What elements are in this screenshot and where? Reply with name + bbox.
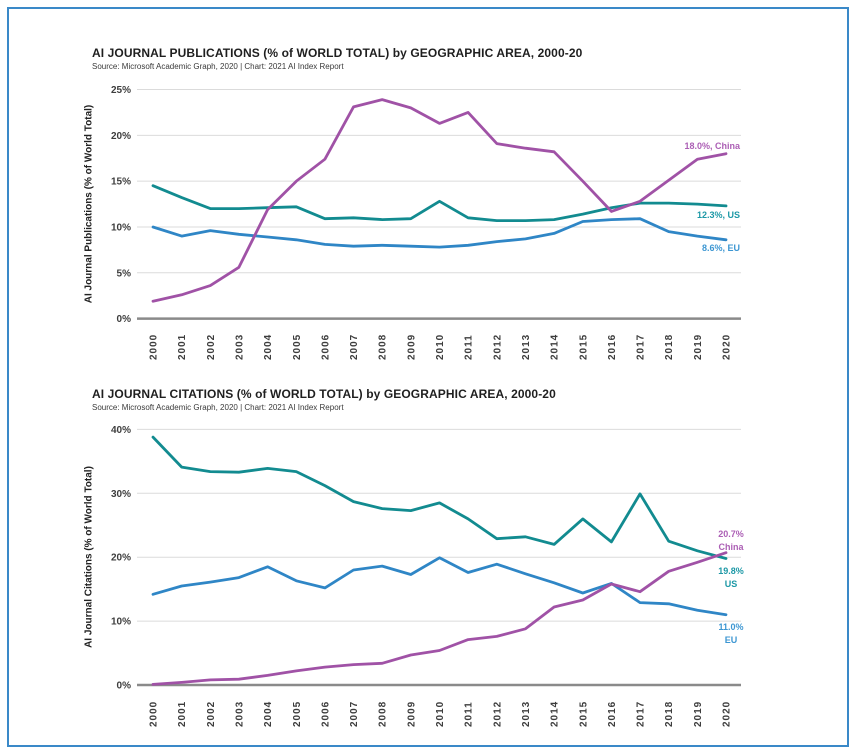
citations-line-chart: 0% 10% 20% 30% 40% 2000 2001 2002 2003 2004 2005 20…: [111, 425, 745, 727]
x-tick-label: 2020: [722, 701, 733, 727]
x-tick-label: 2016: [607, 334, 618, 360]
x-tick-label: 2006: [320, 334, 331, 360]
x-tick-label: 2011: [464, 334, 475, 360]
x-tick-label: 2002: [206, 701, 217, 727]
series-label-eu: 11.0%: [718, 622, 743, 632]
x-tick-label: 2008: [378, 334, 389, 360]
x-tick-label: 2007: [349, 701, 360, 727]
x-tick-label: 2008: [378, 701, 389, 727]
y-tick-label: 5%: [117, 268, 132, 279]
x-tick-label: 2020: [722, 334, 733, 360]
y-tick-label: 15%: [111, 177, 131, 188]
y-tick-label: 30%: [111, 489, 131, 500]
y-tick-label: 10%: [111, 222, 131, 233]
x-tick-label: 2011: [464, 701, 475, 727]
x-tick-label: 2000: [149, 334, 160, 360]
publications-chart-title: AI JOURNAL PUBLICATIONS (% of WORLD TOTA…: [92, 46, 583, 60]
x-tick-label: 2019: [693, 701, 704, 727]
x-tick-label: 2014: [550, 334, 561, 360]
x-tick-label: 2004: [263, 701, 274, 727]
publications-line-chart: 0% 5% 10% 15% 20% 25% 2000 2001 2002 2003 2004 2005…: [111, 85, 741, 360]
x-tick-label: 2013: [521, 334, 532, 360]
x-tick-label: 2005: [292, 334, 303, 360]
series-label-eu: 8.6%, EU: [702, 243, 740, 253]
series-line-eu: [151, 217, 728, 249]
series-label-us: US: [725, 579, 738, 589]
x-tick-label: 2016: [607, 701, 618, 727]
x-tick-label: 2012: [492, 334, 503, 360]
x-tick-label: 2010: [435, 701, 446, 727]
y-tick-label: 0%: [117, 314, 132, 325]
series-line-us: [151, 435, 728, 560]
x-tick-label: 2007: [349, 334, 360, 360]
x-tick-label: 2012: [492, 701, 503, 727]
x-tick-label: 2019: [693, 334, 704, 360]
series-line-china: [151, 551, 728, 686]
x-tick-label: 2009: [406, 334, 417, 360]
publications-chart-source: Source: Microsoft Academic Graph, 2020 |…: [92, 62, 344, 71]
series-line-us: [151, 184, 728, 223]
x-tick-label: 2018: [664, 334, 675, 360]
publications-chart-header: AI JOURNAL PUBLICATIONS (% of WORLD TOTA…: [92, 46, 732, 71]
x-tick-label: 2015: [578, 334, 589, 360]
series-line-eu: [151, 556, 728, 617]
citations-chart-header: AI JOURNAL CITATIONS (% of WORLD TOTAL) …: [92, 387, 732, 412]
series-line-china: [151, 98, 728, 303]
series-label-us: 12.3%, US: [697, 210, 740, 220]
x-tick-label: 2017: [636, 334, 647, 360]
x-tick-label: 2003: [234, 701, 245, 727]
x-tick-label: 2002: [206, 334, 217, 360]
y-tick-label: 10%: [111, 617, 131, 628]
y-tick-label: 20%: [111, 131, 131, 142]
y-tick-label: 0%: [117, 681, 132, 692]
x-tick-label: 2015: [578, 701, 589, 727]
series-label-us: 19.8%: [718, 566, 744, 576]
citations-chart-title: AI JOURNAL CITATIONS (% of WORLD TOTAL) …: [92, 387, 556, 401]
x-tick-label: 2006: [320, 701, 331, 727]
x-tick-label: 2004: [263, 334, 274, 360]
citations-chart-source: Source: Microsoft Academic Graph, 2020 |…: [92, 403, 344, 412]
series-label-eu: EU: [725, 635, 738, 645]
x-tick-label: 2000: [149, 701, 160, 727]
y-tick-label: 25%: [111, 85, 131, 96]
x-tick-label: 2009: [406, 701, 417, 727]
x-tick-label: 2001: [177, 334, 188, 360]
x-tick-label: 2010: [435, 334, 446, 360]
x-tick-label: 2014: [550, 701, 561, 727]
y-tick-label: 20%: [111, 553, 131, 564]
series-label-china: 20.7%: [718, 529, 744, 539]
series-label-china: 18.0%, China: [684, 141, 741, 151]
series-label-china: China: [718, 542, 744, 552]
x-tick-label: 2003: [234, 334, 245, 360]
y-tick-label: 40%: [111, 425, 131, 436]
x-tick-label: 2005: [292, 701, 303, 727]
x-tick-label: 2017: [636, 701, 647, 727]
x-tick-label: 2018: [664, 701, 675, 727]
x-tick-label: 2013: [521, 701, 532, 727]
x-tick-label: 2001: [177, 701, 188, 727]
